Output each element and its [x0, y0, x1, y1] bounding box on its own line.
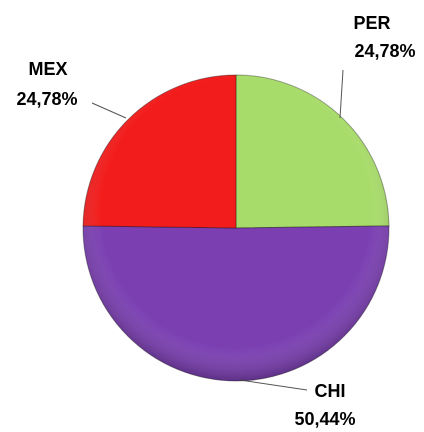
slice-label: PER	[353, 13, 390, 33]
slice-label: CHI	[315, 381, 346, 401]
slice-value-label: 50,44%	[294, 409, 355, 429]
slice-value-label: 24,78%	[354, 41, 415, 61]
leader-line	[91, 102, 127, 119]
pie-slice	[235, 74, 390, 229]
slice-value-label: 24,78%	[16, 89, 77, 109]
leader-line	[339, 69, 344, 119]
pie-slice	[82, 74, 237, 229]
slice-label: MEX	[28, 59, 67, 79]
leader-line	[239, 379, 308, 391]
pie-slice	[82, 225, 390, 382]
